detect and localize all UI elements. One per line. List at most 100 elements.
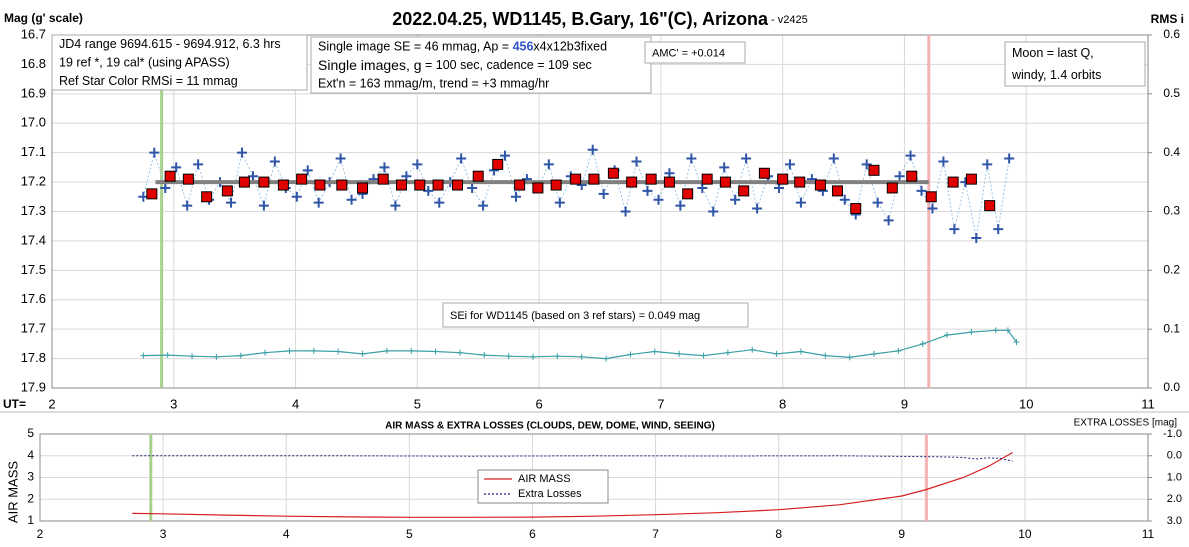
point xyxy=(1004,327,1011,334)
y2-tick-label: 0.6 xyxy=(1163,27,1180,41)
point xyxy=(514,179,526,191)
point xyxy=(1013,339,1020,346)
series-line xyxy=(143,329,1017,360)
point xyxy=(992,327,999,334)
point xyxy=(570,173,582,185)
point xyxy=(452,179,464,191)
point xyxy=(982,159,993,170)
annotation-text: 19 ref *, 19 cal* (using APASS) xyxy=(59,56,230,70)
y-tick-label: 17.7 xyxy=(21,321,46,336)
point xyxy=(302,165,313,176)
annotation-text: JD4 range 9694.615 - 9694.912, 6.3 hrs xyxy=(59,37,281,51)
annotation-segment: AMC' = +0.014 xyxy=(652,47,725,59)
y-tick-label: 4 xyxy=(27,448,34,462)
y-tick-label: 17.4 xyxy=(21,232,46,247)
point xyxy=(296,173,308,185)
point xyxy=(262,349,269,356)
x-tick-label: 7 xyxy=(652,527,659,541)
point xyxy=(965,173,977,185)
point xyxy=(258,176,270,188)
y-tick-label: 17.9 xyxy=(21,379,46,394)
point xyxy=(868,164,880,176)
x-tick-label: 6 xyxy=(529,527,536,541)
point xyxy=(336,179,348,191)
annotation-text: Moon = last Q, xyxy=(1012,46,1094,60)
point xyxy=(286,347,293,354)
y2-tick-label: 0.0 xyxy=(1163,380,1180,394)
point xyxy=(846,354,853,361)
point xyxy=(814,179,826,191)
point xyxy=(310,347,317,354)
point xyxy=(676,350,683,357)
point xyxy=(414,179,426,191)
point xyxy=(335,153,346,164)
point xyxy=(432,179,444,191)
point xyxy=(434,197,445,208)
y-tick-label: 16.8 xyxy=(21,56,46,71)
point xyxy=(850,203,862,215)
y2-tick-label: 0.4 xyxy=(1163,145,1180,159)
point xyxy=(578,353,585,360)
y-tick-label: 17.3 xyxy=(21,203,46,218)
point xyxy=(291,191,302,202)
point xyxy=(314,179,326,191)
point xyxy=(226,197,237,208)
point xyxy=(396,179,408,191)
x-tick-label: 9 xyxy=(898,527,905,541)
point xyxy=(530,353,537,360)
annotation-text: Ext'n = 163 mmag/m, trend = +3 mmag/hr xyxy=(318,77,549,91)
point xyxy=(171,162,182,173)
point xyxy=(478,200,489,211)
annotation-segment: 19 ref *, 19 cal* (using APASS) xyxy=(59,56,230,70)
point xyxy=(642,185,653,196)
point xyxy=(925,191,937,203)
y2-tick-label: 2.0 xyxy=(1167,493,1182,505)
point xyxy=(221,185,233,197)
series-line xyxy=(132,451,1013,518)
point xyxy=(653,194,664,205)
annotation-box xyxy=(51,34,308,91)
plot-frame xyxy=(51,34,1149,389)
annotation-text: Single image SE = 46 mmag, Ap = 456x4x12… xyxy=(318,40,607,54)
point xyxy=(872,197,883,208)
point xyxy=(164,170,176,182)
y2-axis-label: EXTRA LOSSES [mag] xyxy=(1074,418,1178,429)
point xyxy=(236,147,247,158)
point xyxy=(237,352,244,359)
point xyxy=(738,185,750,197)
y2-tick-label: 1.0 xyxy=(1167,471,1182,483)
point xyxy=(554,197,565,208)
point xyxy=(663,176,675,188)
point xyxy=(550,179,562,191)
y-tick-label: 17.0 xyxy=(21,115,46,130)
point xyxy=(247,171,258,182)
x-tick-label: 10 xyxy=(1019,396,1033,411)
point xyxy=(456,153,467,164)
x-tick-label: 8 xyxy=(779,396,786,411)
point xyxy=(182,173,194,185)
y2-tick-label: 3.0 xyxy=(1167,515,1182,527)
point xyxy=(543,159,554,170)
x-tick-label: 4 xyxy=(292,396,299,411)
y-tick-label: 17.6 xyxy=(21,291,46,306)
y-tick-label: 1 xyxy=(27,513,34,527)
point xyxy=(213,353,220,360)
point xyxy=(598,188,609,199)
point xyxy=(700,352,707,359)
point xyxy=(947,176,959,188)
y-tick-label: 17.1 xyxy=(21,144,46,159)
point xyxy=(675,200,686,211)
point xyxy=(500,150,511,161)
x-tick-label: 7 xyxy=(657,396,664,411)
point xyxy=(895,347,902,354)
point xyxy=(906,170,918,182)
point xyxy=(828,153,839,164)
y-axis-label: AIR MASS xyxy=(5,461,20,523)
annotation-box xyxy=(310,36,652,94)
point xyxy=(189,353,196,360)
x-tick-label: 11 xyxy=(1142,527,1155,541)
point xyxy=(357,182,369,194)
point xyxy=(686,153,697,164)
point xyxy=(481,352,488,359)
